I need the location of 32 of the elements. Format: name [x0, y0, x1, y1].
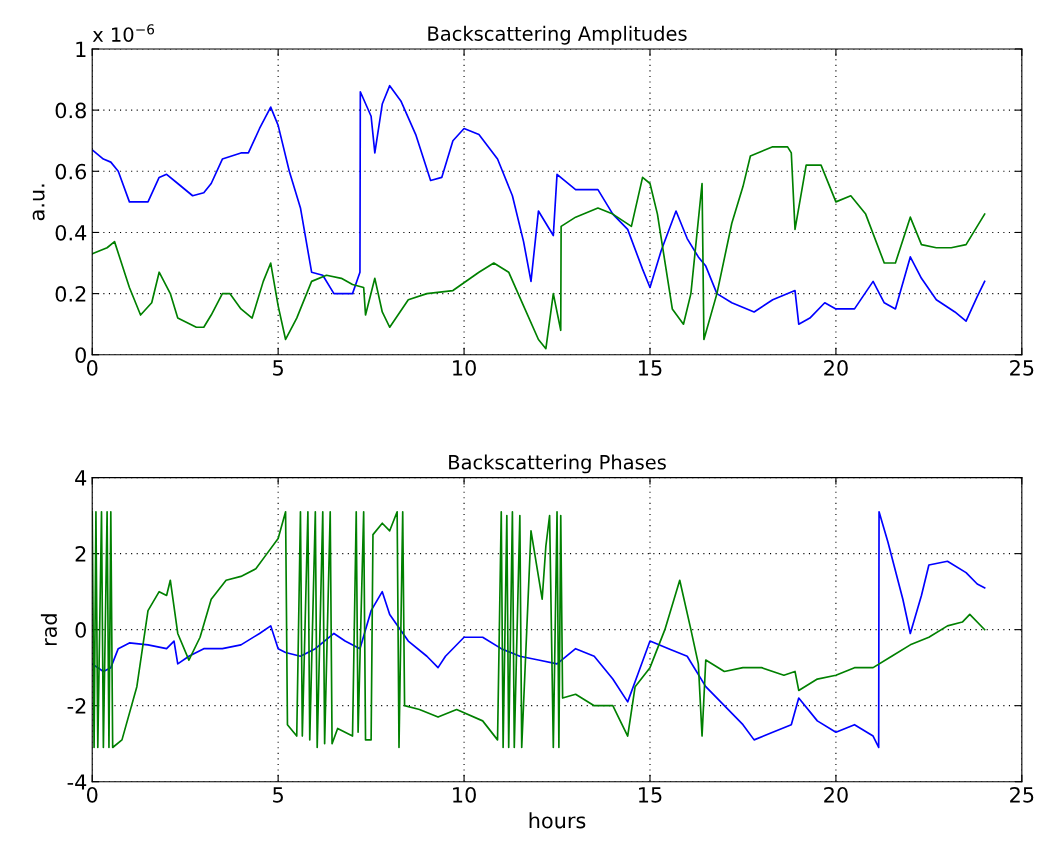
- y-tick-label: 0.8: [55, 102, 86, 119]
- line-series: [92, 84, 986, 326]
- x-tick-label: 0: [86, 786, 98, 803]
- y-tick-label: 0.4: [55, 224, 87, 241]
- x-tick-label: 25: [1010, 360, 1034, 376]
- x-tick-label: 10: [453, 360, 476, 376]
- y-tick-label: 0: [75, 347, 86, 363]
- y-axis-title: rad: [40, 614, 57, 646]
- text: x 10$^{−6}$: [92, 24, 155, 42]
- x-tick-label: 10: [453, 786, 476, 803]
- y-tick-label: 1: [76, 41, 86, 57]
- line-series: [92, 510, 986, 749]
- y-tick-label: 0: [75, 622, 86, 638]
- x-tick-label: 15: [639, 360, 662, 376]
- x-tick-label: 20: [824, 786, 848, 803]
- x-tick-label: 5: [273, 787, 283, 803]
- y-tick-label: 2: [75, 546, 86, 562]
- y-tick-label: 0.6: [55, 163, 87, 180]
- y-axis-title: a.u.: [32, 184, 45, 221]
- x-tick-label: 25: [1010, 786, 1034, 803]
- x-tick-label: 5: [273, 360, 283, 376]
- chart-title: Backscattering Amplitudes: [428, 25, 687, 45]
- y-tick-label: -2: [67, 698, 86, 714]
- x-axis-title: hours: [529, 812, 586, 829]
- y-tick-label: 4: [75, 470, 87, 486]
- x-tick-label: 15: [639, 787, 662, 803]
- x-tick-label: 20: [824, 360, 848, 376]
- chart-title: Backscattering Phases: [449, 454, 666, 474]
- y-tick-label: 0.2: [55, 286, 86, 302]
- line-series: [92, 145, 986, 350]
- y-tick-label: -4: [67, 774, 87, 790]
- x-tick-label: 0: [86, 360, 98, 376]
